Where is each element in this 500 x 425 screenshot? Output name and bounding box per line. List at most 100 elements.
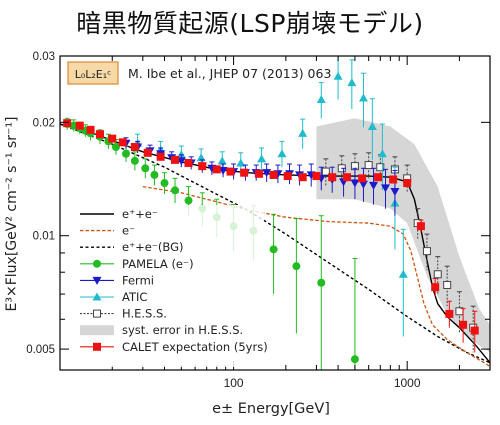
calet-point — [75, 121, 84, 130]
pamela-point — [269, 245, 278, 254]
calet-point — [108, 134, 117, 143]
legend-label: CALET expectation (5yrs) — [122, 340, 268, 354]
calet-point — [143, 148, 152, 157]
hess-point — [364, 161, 373, 170]
pamela-point — [317, 278, 326, 287]
atic-point — [196, 153, 206, 162]
calet-point — [226, 167, 235, 176]
hess-point — [433, 270, 442, 279]
atic-point — [367, 121, 377, 130]
calet-point — [96, 130, 105, 139]
hess-point — [422, 247, 431, 256]
atic-point — [377, 149, 387, 158]
calet-point — [156, 152, 165, 161]
legend-label: PAMELA (e⁻) — [122, 257, 194, 271]
calet-point — [254, 169, 263, 178]
fermi-point — [358, 180, 368, 189]
atic-point — [277, 149, 287, 158]
calet-point — [298, 173, 307, 182]
legend-label: e⁺+e⁻(BG) — [122, 240, 184, 254]
calet-point — [416, 222, 425, 231]
calet-point — [269, 170, 278, 179]
model-badge: L₀L₂E₁ᶜ — [75, 68, 112, 81]
calet-point — [130, 142, 139, 151]
legend: e⁺+e⁻ e⁻ e⁺+e⁻(BG) PAMELA (e⁻) Fermi ATIC H.E.… — [74, 205, 268, 367]
legend-marker — [93, 309, 101, 318]
pamela-point — [171, 186, 180, 195]
legend-label: syst. error in H.E.S.S. — [122, 323, 243, 337]
calet-point — [212, 165, 221, 174]
atic-point — [347, 78, 357, 87]
calet-point — [431, 283, 440, 292]
fermi-point — [380, 184, 390, 193]
fermi-point — [176, 157, 186, 166]
atic-point — [358, 93, 368, 102]
calet-point — [198, 162, 207, 171]
atic-point — [217, 156, 227, 165]
x-tick-label: 100 — [224, 376, 244, 390]
pamela-point — [141, 164, 150, 173]
calet-point — [342, 173, 351, 182]
x-axis-label: e± Energy[GeV] — [212, 401, 330, 417]
hess-point — [376, 163, 385, 172]
atic-point — [236, 158, 246, 167]
legend-marker — [92, 292, 102, 301]
fermi-point — [218, 166, 228, 175]
pamela-point — [292, 262, 301, 271]
bg-curve — [60, 123, 490, 364]
calet-point — [240, 168, 249, 177]
legend-label: H.E.S.S. — [122, 307, 167, 321]
calet-point — [63, 119, 72, 128]
pamela-point — [69, 121, 78, 130]
hess-point — [443, 280, 452, 289]
legend-label: e⁻ — [122, 224, 135, 238]
model-badge-box — [67, 61, 119, 85]
fermi-point — [390, 188, 400, 197]
y-tick-label: 0.01 — [33, 231, 55, 243]
legend-label: e⁺+e⁻ — [122, 207, 158, 221]
legend-band-sample — [80, 325, 114, 336]
plot-frame — [59, 55, 491, 371]
calet-point — [118, 138, 127, 147]
calet-point — [459, 320, 468, 329]
hess-point — [321, 167, 330, 176]
pamela-point — [350, 355, 359, 364]
legend-label: ATIC — [122, 290, 147, 304]
calet-point — [171, 155, 180, 164]
y-tick-label: 0.03 — [33, 51, 55, 63]
pamela-point — [160, 179, 169, 188]
atic-point — [333, 71, 343, 80]
y-tick-label: 0.005 — [26, 344, 55, 356]
y-axis-label: E³×Flux[GeV² cm⁻² s⁻¹ sr⁻¹] — [4, 117, 20, 312]
calet-point — [403, 179, 412, 188]
calet-point — [389, 175, 398, 184]
calet-point — [328, 173, 337, 182]
calet-point — [283, 172, 292, 181]
atic-point — [257, 154, 267, 163]
calet-point — [470, 326, 479, 335]
page-title: 暗黒物質起源(LSP崩壊モデル) — [76, 9, 424, 38]
atic-point — [316, 94, 326, 103]
fermi-point — [262, 169, 272, 178]
calet-point — [184, 158, 193, 167]
calet-point — [445, 309, 454, 318]
legend-marker — [93, 342, 101, 351]
calet-point — [374, 173, 383, 182]
calet-point — [86, 125, 95, 134]
legend-background — [74, 205, 264, 367]
legend-label: Fermi — [122, 273, 154, 287]
atic-point — [298, 128, 308, 137]
fermi-point — [350, 179, 360, 188]
y-tick-label: 0.02 — [33, 117, 55, 129]
x-tick-label: 1000 — [394, 376, 421, 390]
legend-marker — [92, 276, 102, 285]
pamela-point — [150, 170, 159, 179]
pamela-point — [184, 196, 193, 205]
citation: M. Ibe et al., JHEP 07 (2013) 063 — [128, 66, 331, 81]
legend-marker — [93, 259, 101, 268]
pamela-point — [122, 149, 131, 158]
pamela-point — [111, 142, 120, 151]
atic-point — [398, 269, 408, 278]
fermi-point — [369, 181, 379, 190]
